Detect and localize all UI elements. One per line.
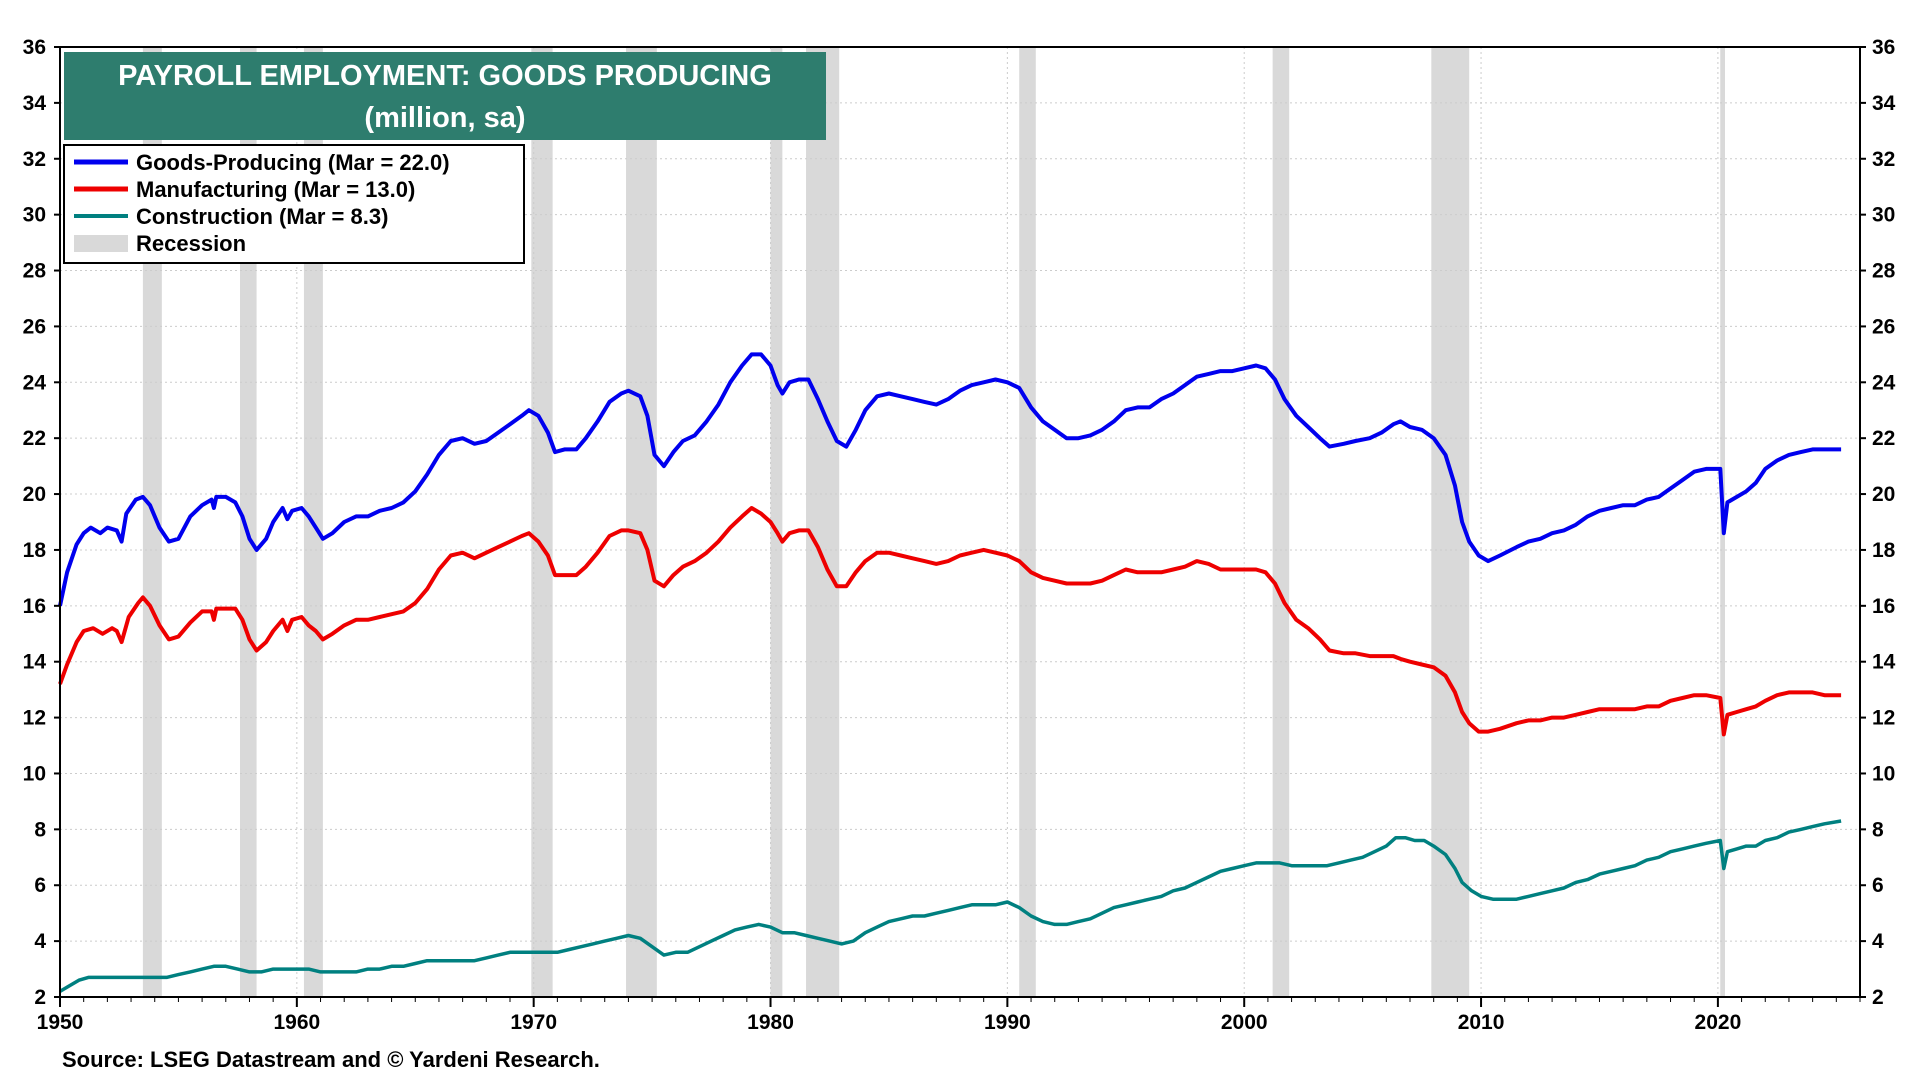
chart-title: PAYROLL EMPLOYMENT: GOODS PRODUCING bbox=[118, 60, 772, 92]
legend-label-manufacturing: Manufacturing (Mar = 13.0) bbox=[136, 177, 415, 202]
legend-swatch-recession bbox=[74, 235, 128, 252]
source-note: Source: LSEG Datastream and © Yardeni Re… bbox=[62, 1047, 600, 1072]
recession-bar-8 bbox=[1272, 47, 1290, 997]
y-tick-label-right-10: 10 bbox=[1872, 762, 1895, 785]
y-tick-label-right-24: 24 bbox=[1872, 371, 1896, 394]
recession-bar-4 bbox=[626, 47, 657, 997]
legend-label-construction: Construction (Mar = 8.3) bbox=[136, 204, 388, 229]
y-tick-label-left-2: 2 bbox=[34, 986, 46, 1009]
y-tick-label-left-20: 20 bbox=[23, 483, 46, 506]
y-tick-label-left-28: 28 bbox=[23, 260, 47, 283]
x-tick-label-1970: 1970 bbox=[510, 1011, 557, 1034]
y-tick-label-left-6: 6 bbox=[34, 874, 46, 897]
x-tick-label-2000: 2000 bbox=[1221, 1011, 1268, 1034]
y-tick-label-right-16: 16 bbox=[1872, 595, 1895, 618]
chart-subtitle: (million, sa) bbox=[364, 102, 525, 134]
y-tick-label-right-8: 8 bbox=[1872, 818, 1884, 841]
y-tick-label-left-12: 12 bbox=[23, 707, 46, 730]
x-tick-label-1960: 1960 bbox=[273, 1011, 320, 1034]
y-tick-label-left-4: 4 bbox=[34, 930, 46, 953]
x-tick-label-1990: 1990 bbox=[984, 1011, 1031, 1034]
y-tick-label-left-10: 10 bbox=[23, 762, 46, 785]
y-tick-label-right-20: 20 bbox=[1872, 483, 1895, 506]
y-tick-label-left-26: 26 bbox=[23, 315, 46, 338]
y-tick-label-right-32: 32 bbox=[1872, 148, 1895, 171]
series-line-construction bbox=[59, 819, 1842, 993]
y-tick-label-left-24: 24 bbox=[23, 371, 47, 394]
y-tick-label-right-26: 26 bbox=[1872, 315, 1895, 338]
series-line-manufacturing bbox=[58, 506, 1842, 737]
y-tick-label-left-36: 36 bbox=[23, 36, 46, 59]
legend-box bbox=[63, 144, 525, 264]
recession-bar-3 bbox=[531, 47, 553, 997]
y-tick-label-right-12: 12 bbox=[1872, 707, 1895, 730]
x-tick-label-1980: 1980 bbox=[747, 1011, 794, 1034]
recession-bar-6 bbox=[806, 47, 840, 997]
series-line-goods-producing bbox=[58, 352, 1842, 607]
recession-bar-5 bbox=[770, 47, 783, 997]
recession-bar-1 bbox=[240, 47, 257, 997]
legend-label-goods: Goods-Producing (Mar = 22.0) bbox=[136, 150, 450, 175]
recession-bar-0 bbox=[142, 47, 162, 997]
y-tick-label-left-30: 30 bbox=[23, 204, 46, 227]
y-tick-label-left-32: 32 bbox=[23, 148, 46, 171]
y-tick-label-left-16: 16 bbox=[23, 595, 46, 618]
y-tick-label-left-22: 22 bbox=[23, 427, 46, 450]
y-tick-label-left-34: 34 bbox=[23, 92, 47, 115]
y-tick-label-right-6: 6 bbox=[1872, 874, 1884, 897]
y-tick-label-right-30: 30 bbox=[1872, 204, 1895, 227]
x-tick-label-2010: 2010 bbox=[1458, 1011, 1505, 1034]
x-tick-label-1950: 1950 bbox=[37, 1011, 84, 1034]
legend-label-recession: Recession bbox=[136, 231, 246, 256]
y-tick-label-right-14: 14 bbox=[1872, 651, 1896, 674]
y-tick-label-left-18: 18 bbox=[23, 539, 47, 562]
series-lines-group bbox=[58, 352, 1842, 993]
y-tick-label-right-22: 22 bbox=[1872, 427, 1895, 450]
y-tick-label-right-34: 34 bbox=[1872, 92, 1896, 115]
title-box bbox=[64, 52, 826, 140]
y-tick-label-left-14: 14 bbox=[23, 651, 47, 674]
y-tick-label-right-4: 4 bbox=[1872, 930, 1884, 953]
y-tick-label-right-36: 36 bbox=[1872, 36, 1895, 59]
y-tick-label-left-8: 8 bbox=[34, 818, 46, 841]
y-tick-label-right-2: 2 bbox=[1872, 986, 1884, 1009]
y-tick-label-right-28: 28 bbox=[1872, 260, 1896, 283]
x-tick-label-2020: 2020 bbox=[1695, 1011, 1742, 1034]
recession-bar-7 bbox=[1019, 47, 1036, 997]
y-tick-label-right-18: 18 bbox=[1872, 539, 1896, 562]
